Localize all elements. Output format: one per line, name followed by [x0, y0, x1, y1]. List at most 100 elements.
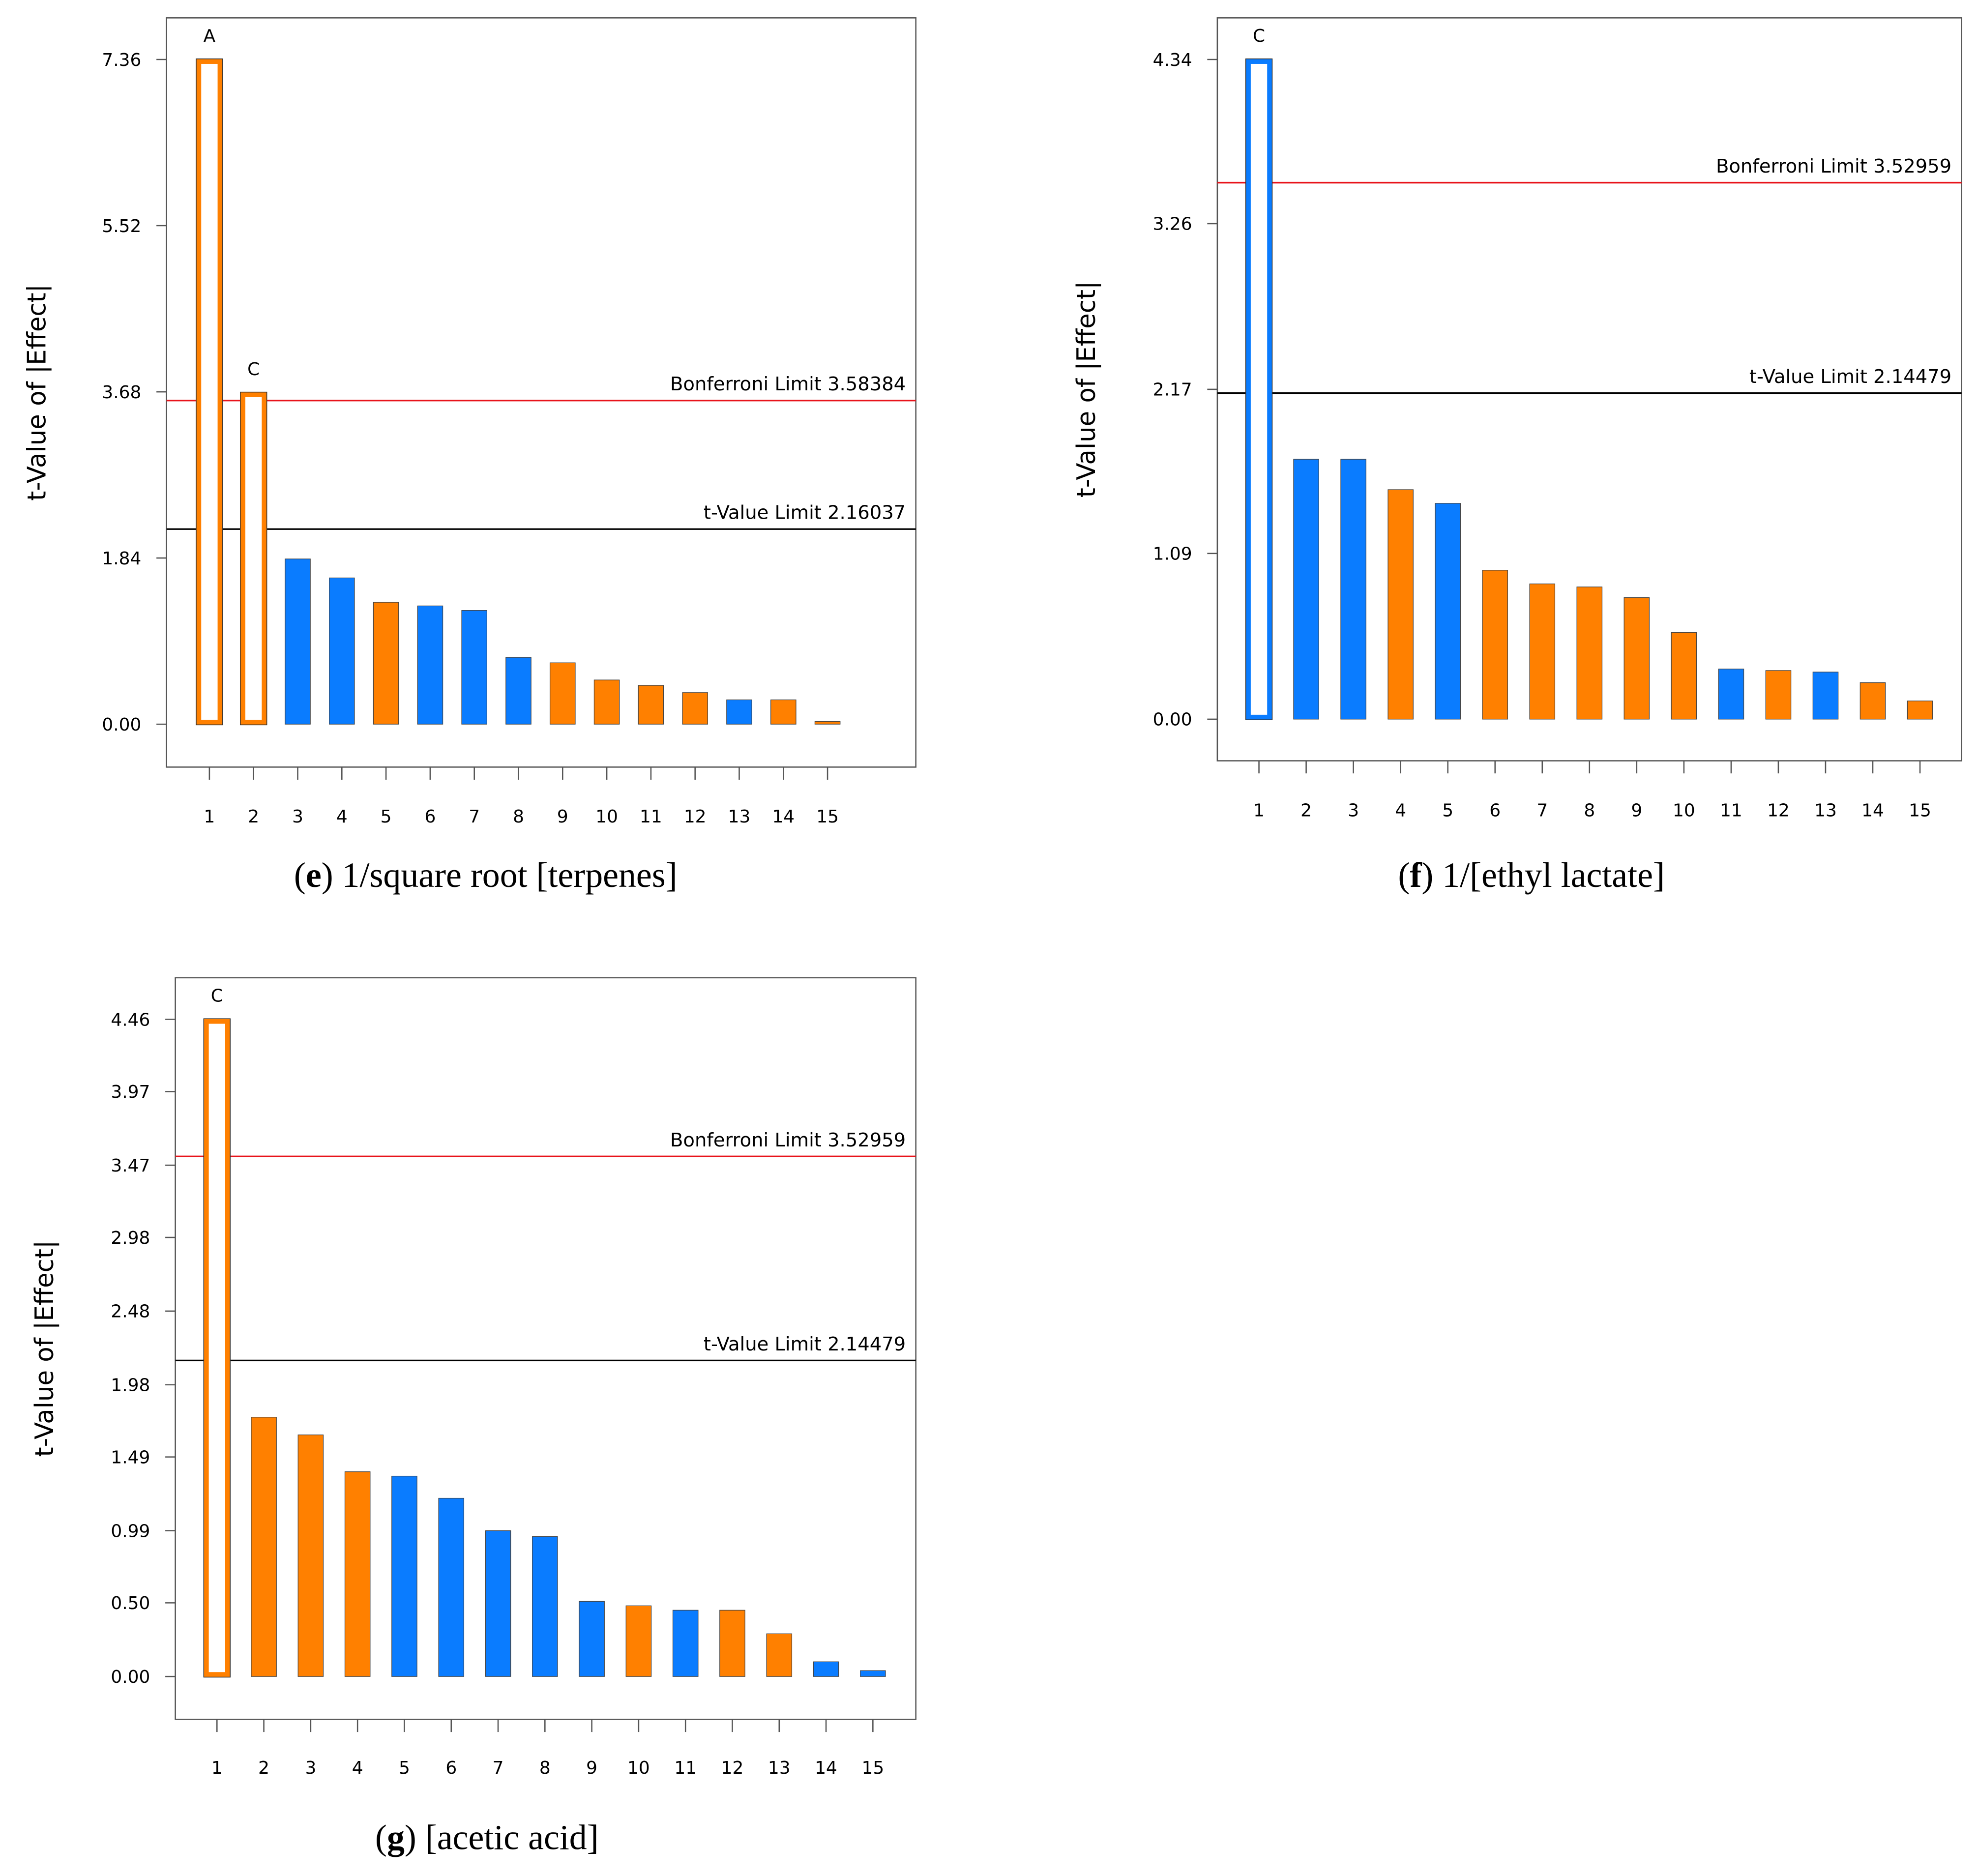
x-tick-label: 13 [768, 1758, 791, 1778]
bar-11 [638, 685, 664, 725]
bar-outline-1 [1245, 58, 1273, 720]
figure-caption: (f) 1/[ethyl lactate] [1398, 855, 1665, 895]
bar-2 [240, 392, 267, 725]
bar-14 [770, 699, 797, 725]
bar-15 [814, 721, 841, 725]
bar-annotation: C [247, 359, 260, 380]
y-tick-label: 0.00 [102, 715, 141, 735]
x-tick-label: 7 [493, 1758, 504, 1778]
x-tick-label: 15 [862, 1758, 885, 1778]
x-tick-label: 12 [721, 1758, 744, 1778]
bar-12 [682, 692, 708, 725]
tvalue-limit-label: t-Value Limit 2.16037 [704, 502, 906, 524]
bar-14 [1860, 682, 1886, 720]
caption-text: [acetic acid] [416, 1818, 599, 1857]
caption-paren: ) [405, 1818, 416, 1857]
x-tick-label: 5 [381, 807, 392, 827]
x-tick-label: 10 [595, 807, 618, 827]
bar-9 [549, 662, 576, 725]
bar-1 [204, 1019, 231, 1677]
y-tick-label: 0.99 [111, 1521, 150, 1541]
x-tick-label: 15 [1909, 800, 1931, 821]
x-tick-label: 7 [469, 807, 480, 827]
x-tick-label: 12 [1767, 800, 1790, 821]
x-tick-label: 2 [248, 807, 259, 827]
x-tick-label: 7 [1536, 800, 1548, 821]
x-tick-label: 13 [728, 807, 751, 827]
x-tick-label: 1 [1253, 800, 1265, 821]
bar-9 [579, 1601, 605, 1677]
bar-7 [485, 1530, 511, 1677]
bonferroni-limit-label: Bonferroni Limit 3.52959 [670, 1129, 906, 1151]
y-tick-label: 3.47 [111, 1156, 150, 1176]
x-tick-label: 12 [684, 807, 707, 827]
bonferroni-limit-label: Bonferroni Limit 3.58384 [670, 373, 906, 395]
y-tick-label: 7.36 [102, 50, 141, 70]
bar-5 [391, 1475, 417, 1677]
bar-10 [593, 679, 620, 725]
caption-letter: e [306, 855, 322, 895]
bar-annotation: C [211, 986, 223, 1006]
x-tick-label: 8 [513, 807, 524, 827]
bar-10 [625, 1605, 652, 1677]
x-tick-label: 9 [1631, 800, 1642, 821]
bar-9 [1624, 597, 1650, 720]
x-tick-label: 8 [1584, 800, 1595, 821]
tvalue-limit-label: t-Value Limit 2.14479 [704, 1333, 906, 1355]
bar-6 [417, 605, 443, 725]
x-tick-label: 6 [445, 1758, 457, 1778]
y-tick-label: 1.49 [111, 1447, 150, 1467]
caption-text: 1/square root [terpenes] [333, 855, 678, 895]
caption-paren: ( [1398, 855, 1410, 895]
x-tick-label: 11 [674, 1758, 697, 1778]
bar-5 [1435, 503, 1461, 720]
x-tick-label: 9 [557, 807, 568, 827]
x-tick-label: 4 [1395, 800, 1406, 821]
x-tick-label: 13 [1814, 800, 1837, 821]
x-tick-label: 6 [424, 807, 436, 827]
caption-paren: ( [294, 855, 306, 895]
bar-8 [532, 1536, 558, 1677]
x-tick-label: 5 [1442, 800, 1453, 821]
chart-panel-g: 0.00 0.50 0.99 1.49 1.98 2.48 2.98 3.47 3.97 4.46… [30, 977, 916, 1857]
bar-13 [1812, 672, 1839, 720]
x-tick-label: 3 [1348, 800, 1359, 821]
x-tick-label: 2 [1300, 800, 1312, 821]
bar-3 [1340, 459, 1366, 720]
x-tick-label: 3 [305, 1758, 316, 1778]
x-tick-label: 14 [1861, 800, 1884, 821]
bar-13 [766, 1633, 793, 1677]
bonferroni-limit-label: Bonferroni Limit 3.52959 [1716, 155, 1951, 177]
bar-15 [860, 1670, 886, 1677]
bar-14 [813, 1661, 839, 1677]
y-tick-label: 1.98 [111, 1376, 150, 1396]
figure-caption: (g) [acetic acid] [375, 1818, 599, 1857]
bar-12 [1765, 670, 1792, 720]
x-tick-label: 3 [292, 807, 303, 827]
bar-11 [672, 1610, 699, 1677]
bar-12 [719, 1610, 745, 1677]
x-tick-label: 5 [399, 1758, 410, 1778]
bar-1 [1245, 59, 1272, 720]
bar-6 [1482, 570, 1508, 720]
bar-8 [1576, 586, 1603, 720]
bar-1 [196, 59, 223, 725]
chart-panel-f: 0.00 1.09 2.17 3.26 4.34 t-Value of |Effect| B… [1072, 17, 1962, 895]
y-tick-label: 5.52 [102, 216, 141, 236]
bar-4 [1388, 489, 1414, 720]
bar-annotation: C [1253, 26, 1265, 46]
bar-outline-1 [196, 58, 223, 726]
x-tick-label: 11 [640, 807, 662, 827]
x-tick-label: 6 [1489, 800, 1501, 821]
x-tick-label: 14 [815, 1758, 837, 1778]
y-axis-label: t-Value of |Effect| [22, 284, 52, 501]
bar-annotation: A [204, 26, 216, 46]
bar-outline-2 [239, 391, 267, 726]
caption-letter: g [387, 1818, 405, 1857]
plot-frame [175, 977, 916, 1720]
caption-paren: ( [375, 1818, 387, 1857]
tvalue-limit-label: t-Value Limit 2.14479 [1749, 366, 1951, 388]
bar-2 [251, 1417, 277, 1677]
caption-paren: ) [322, 855, 333, 895]
